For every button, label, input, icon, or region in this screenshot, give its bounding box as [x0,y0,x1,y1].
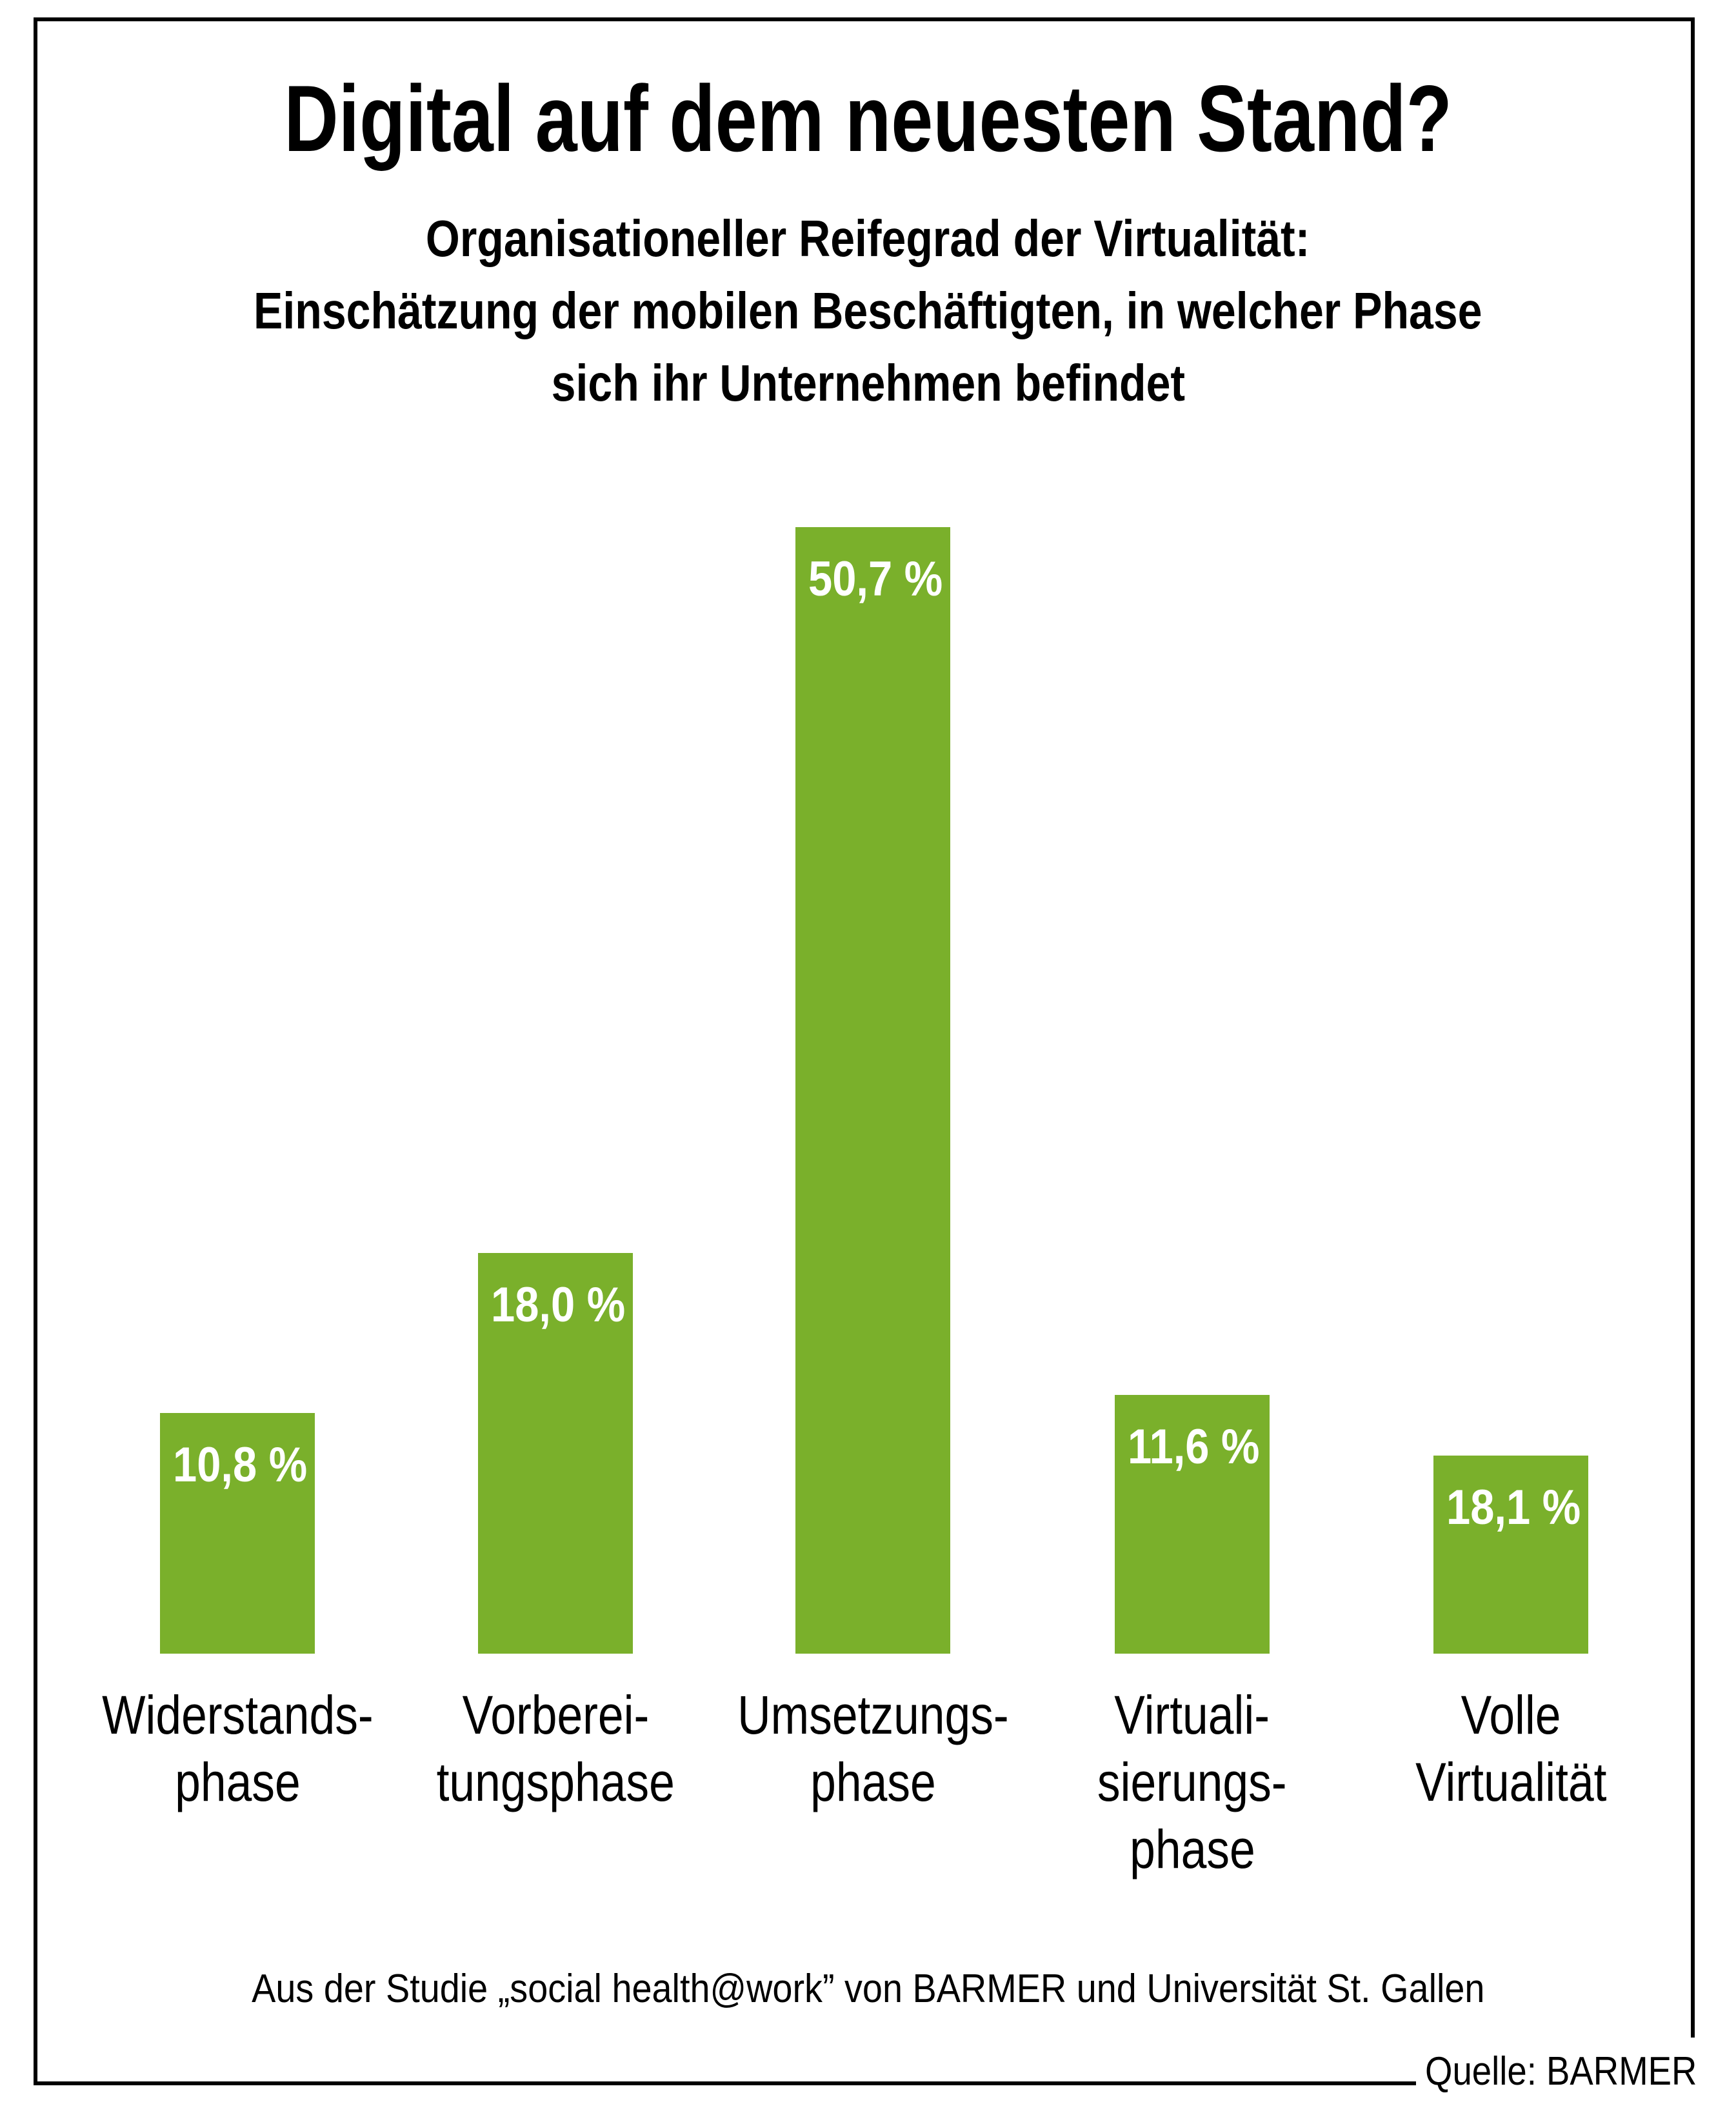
chart-frame-border [34,17,1695,2085]
bar-widerstandsphase: 10,8 % [160,1413,315,1654]
bar-category-label: Umsetzungs-phase [705,1681,1041,1816]
bar-category-label-line: sierungs- [1097,1752,1287,1812]
chart-subtitle: Organisationeller Reifegrad der Virtuali… [0,203,1736,419]
bar-value-label: 18,1 % [1446,1480,1581,1535]
bar-value-label: 10,8 % [173,1438,308,1492]
subtitle-line-text: Einschätzung der mobilen Beschäftigten, … [254,282,1482,339]
bar-category-label-line: Volle [1461,1685,1561,1745]
bar-volle-virtualit-t: 18,1 % [1433,1456,1588,1654]
page-title: Digital auf dem neuesten Stand? [0,70,1736,167]
bar-category-label-line: tungsphase [436,1752,675,1812]
bar-value-label: 11,6 % [1128,1419,1260,1474]
bar-category-label-line: Virtualität [1415,1752,1607,1812]
bar-umsetzungsphase: 50,7 % [795,527,950,1654]
bar-category-label: Virtuali-sierungs-phase [1024,1681,1360,1883]
subtitle-line: Organisationeller Reifegrad der Virtuali… [0,203,1736,275]
subtitle-line-text: sich ihr Unternehmen befindet [551,354,1185,412]
bar-category-label-line: Umsetzungs- [737,1685,1009,1745]
subtitle-line-text: Organisationeller Reifegrad der Virtuali… [426,210,1310,267]
bar-value-label: 50,7 % [808,552,943,606]
subtitle-line: Einschätzung der mobilen Beschäftigten, … [0,275,1736,347]
page-title-text: Digital auf dem neuesten Stand? [284,66,1452,171]
bar-category-label: Vorberei-tungsphase [388,1681,723,1816]
source-label: Quelle: BARMER [1416,2038,1736,2109]
bar-category-label: Volle Virtualität [1343,1681,1679,1816]
source-label-text: Quelle: BARMER [1425,2049,1697,2094]
bar-vorbereitungsphase: 18,0 % [478,1253,633,1654]
subtitle-line: sich ihr Unternehmen befindet [0,347,1736,419]
bar-virtualisierungsphase: 11,6 % [1115,1395,1270,1654]
bar-category-label-line: Virtuali- [1114,1685,1270,1745]
bar-category-label-line: phase [174,1752,301,1812]
bar-category-label-line: phase [1129,1819,1255,1879]
study-note: Aus der Studie „social health@work” von … [0,1967,1736,2012]
bar-category-label-line: Vorberei- [462,1685,649,1745]
bar-value-label: 18,0 % [491,1277,626,1332]
bar-category-label: Widerstands-phase [70,1681,405,1816]
bar-category-label-line: Widerstands- [101,1685,374,1745]
bar-category-label-line: phase [810,1752,936,1812]
study-note-text: Aus der Studie „social health@work” von … [251,1967,1485,2011]
